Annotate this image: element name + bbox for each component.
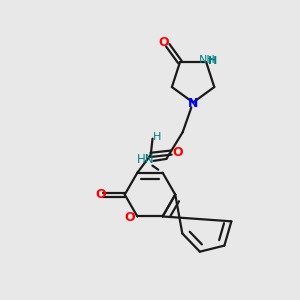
Text: HN: HN	[137, 153, 154, 166]
Text: O: O	[172, 146, 183, 159]
Text: O: O	[158, 36, 169, 49]
Text: H: H	[208, 56, 217, 66]
Text: O: O	[96, 188, 106, 201]
Text: H: H	[153, 132, 161, 142]
Text: O: O	[124, 212, 135, 224]
Text: NH: NH	[199, 55, 216, 65]
Text: N: N	[188, 98, 198, 110]
